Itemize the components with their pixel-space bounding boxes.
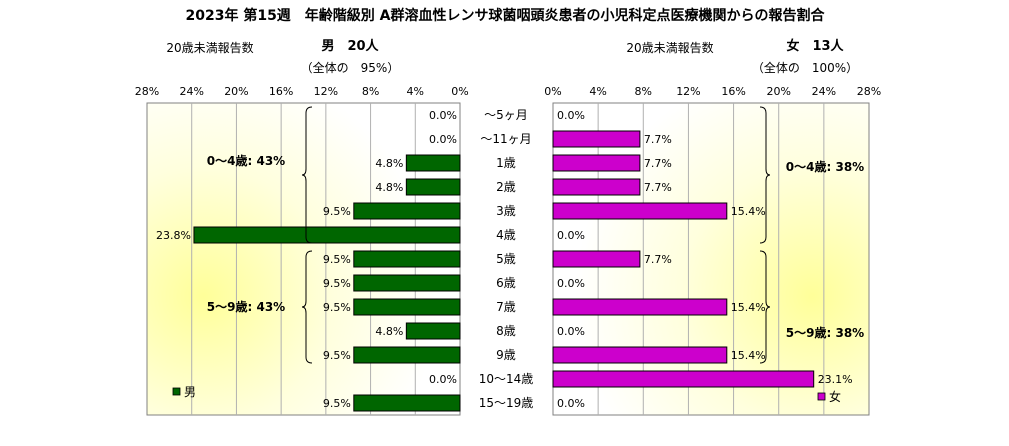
female-value-label: 0.0% [557, 277, 585, 290]
female-value-label: 7.7% [644, 181, 672, 194]
female-x-tick: 20% [766, 85, 790, 98]
male-group-label: 5～9歳: 43% [207, 299, 285, 314]
female-value-label: 15.4% [731, 205, 766, 218]
age-category-label: 15～19歳 [479, 396, 534, 410]
male-value-label: 9.5% [323, 205, 351, 218]
age-category-label: ～5ヶ月 [484, 108, 528, 122]
female-bar [552, 298, 728, 316]
female-value-label: 0.0% [557, 397, 585, 410]
male-bar [405, 154, 461, 172]
male-x-tick: 12% [314, 85, 338, 98]
male-bar [405, 178, 461, 196]
male-value-label: 4.8% [375, 325, 403, 338]
male-header-label: 20歳未満報告数 [166, 40, 253, 55]
female-value-label: 23.1% [818, 373, 853, 386]
age-category-label: 7歳 [496, 300, 516, 314]
female-bar [552, 370, 815, 388]
female-x-tick: 24% [812, 85, 836, 98]
female-value-label: 15.4% [731, 301, 766, 314]
age-category-label: 5歳 [496, 252, 516, 266]
female-x-tick: 8% [635, 85, 652, 98]
female-value-label: 0.0% [557, 229, 585, 242]
male-value-label: 9.5% [323, 349, 351, 362]
female-group-brace [759, 250, 771, 364]
male-x-tick: 8% [362, 85, 379, 98]
female-value-label: 0.0% [557, 109, 585, 122]
male-x-tick: 16% [269, 85, 293, 98]
male-bar [405, 322, 461, 340]
male-value-label: 4.8% [375, 157, 403, 170]
female-legend-swatch [817, 392, 826, 401]
male-bar [353, 202, 461, 220]
age-category-label: 3歳 [496, 204, 516, 218]
female-bar [552, 154, 641, 172]
female-bar [552, 130, 641, 148]
male-bar [353, 274, 461, 292]
female-value-label: 15.4% [731, 349, 766, 362]
female-x-tick: 28% [857, 85, 881, 98]
male-bar [193, 226, 461, 244]
female-value-label: 7.7% [644, 253, 672, 266]
male-legend-label: 男 [184, 385, 196, 399]
male-x-tick: 28% [135, 85, 159, 98]
male-group-brace [301, 106, 313, 244]
male-value-label: 23.8% [156, 229, 191, 242]
male-x-tick: 4% [407, 85, 424, 98]
female-value-label: 7.7% [644, 133, 672, 146]
female-group-label: 0～4歳: 38% [786, 159, 864, 174]
age-category-label: 1歳 [496, 156, 516, 170]
age-category-label: 6歳 [496, 276, 516, 290]
male-header-value: 男 20人 [321, 38, 379, 54]
male-value-label: 9.5% [323, 397, 351, 410]
female-bar [552, 250, 641, 268]
female-bar [552, 178, 641, 196]
age-category-label: 2歳 [496, 180, 516, 194]
female-x-tick: 16% [721, 85, 745, 98]
male-header-sub: （全体の 95%） [301, 60, 400, 75]
female-header-label: 20歳未満報告数 [626, 40, 713, 55]
male-bar [353, 298, 461, 316]
male-value-label: 0.0% [429, 373, 457, 386]
male-group-brace [301, 250, 313, 364]
female-group-brace [759, 106, 771, 244]
male-value-label: 0.0% [429, 133, 457, 146]
female-value-label: 0.0% [557, 325, 585, 338]
male-bar [353, 250, 461, 268]
female-x-tick: 4% [589, 85, 606, 98]
female-header-sub: （全体の 100%） [752, 60, 858, 75]
male-value-label: 9.5% [323, 301, 351, 314]
age-category-label: ～11ヶ月 [480, 132, 531, 146]
male-x-tick: 20% [224, 85, 248, 98]
female-x-tick: 12% [676, 85, 700, 98]
female-x-tick: 0% [544, 85, 561, 98]
male-bar [353, 394, 461, 412]
male-x-tick: 24% [179, 85, 203, 98]
male-value-label: 9.5% [323, 277, 351, 290]
male-group-label: 0～4歳: 43% [207, 153, 285, 168]
male-value-label: 0.0% [429, 109, 457, 122]
male-value-label: 4.8% [375, 181, 403, 194]
female-bar [552, 346, 728, 364]
age-category-label: 4歳 [496, 228, 516, 242]
female-group-label: 5～9歳: 38% [786, 325, 864, 340]
female-bar [552, 202, 728, 220]
male-bar [353, 346, 461, 364]
male-legend-swatch [172, 387, 181, 396]
chart-title: 2023年 第15週 年齢階級別 A群溶血性レンサ球菌咽頭炎患者の小児科定点医療… [185, 7, 825, 24]
male-x-tick: 0% [451, 85, 468, 98]
age-category-label: 8歳 [496, 324, 516, 338]
female-legend-label: 女 [829, 389, 841, 404]
age-category-label: 9歳 [496, 348, 516, 362]
male-value-label: 9.5% [323, 253, 351, 266]
female-header-value: 女 13人 [786, 38, 844, 54]
age-category-label: 10～14歳 [479, 372, 534, 386]
female-value-label: 7.7% [644, 157, 672, 170]
